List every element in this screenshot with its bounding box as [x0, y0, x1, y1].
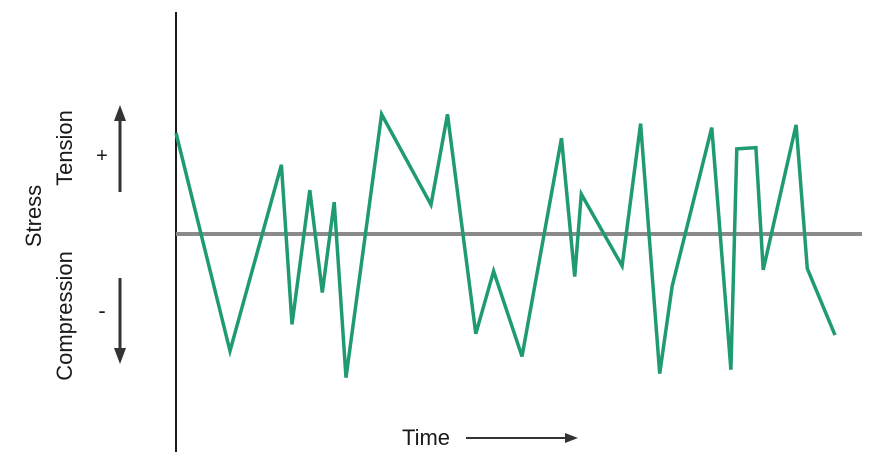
stress-series-line — [174, 108, 837, 378]
time-arrowhead — [565, 433, 578, 443]
compression-label: Compression — [52, 251, 77, 381]
series-group — [174, 108, 837, 378]
negative-sign-label: - — [98, 298, 105, 323]
x-axis-label: Time — [402, 425, 450, 450]
compression-arrowhead — [114, 348, 126, 364]
positive-sign-label: + — [96, 145, 108, 167]
axes-group — [175, 12, 862, 452]
tension-label: Tension — [52, 110, 77, 186]
y-axis-label: Stress — [21, 185, 46, 247]
tension-arrowhead — [114, 105, 126, 121]
